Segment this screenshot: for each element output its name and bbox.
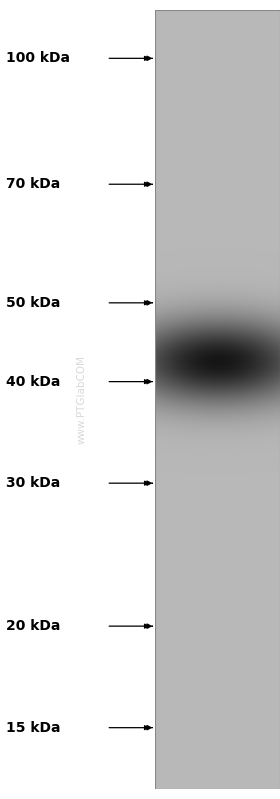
- Text: 20 kDa: 20 kDa: [6, 619, 60, 633]
- Text: 30 kDa: 30 kDa: [6, 476, 60, 490]
- Text: www.PTGlabCOM: www.PTGlabCOM: [76, 355, 86, 444]
- Text: 40 kDa: 40 kDa: [6, 375, 60, 388]
- Text: 70 kDa: 70 kDa: [6, 177, 60, 191]
- Text: 100 kDa: 100 kDa: [6, 51, 70, 66]
- Text: 50 kDa: 50 kDa: [6, 296, 60, 310]
- Text: 15 kDa: 15 kDa: [6, 721, 60, 734]
